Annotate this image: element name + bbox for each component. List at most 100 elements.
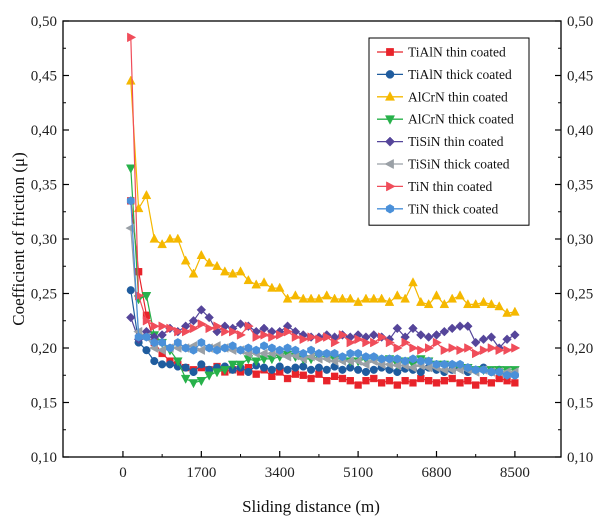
data-point	[195, 345, 205, 355]
data-point	[181, 363, 190, 372]
data-point	[252, 332, 262, 342]
data-point	[448, 343, 458, 353]
y-tick-label-left: 0,35	[31, 178, 57, 194]
data-point	[464, 343, 474, 353]
data-point	[338, 352, 347, 362]
data-point	[299, 348, 308, 358]
data-point	[511, 379, 519, 387]
data-point	[204, 257, 214, 267]
data-point	[352, 356, 362, 366]
data-point	[244, 367, 253, 377]
data-point	[165, 360, 175, 369]
data-point	[235, 266, 246, 276]
data-point	[447, 293, 457, 303]
data-point	[229, 326, 239, 337]
data-point	[448, 359, 457, 369]
data-point	[416, 356, 425, 366]
data-point	[417, 374, 425, 383]
data-point	[424, 356, 433, 366]
data-point	[268, 372, 276, 380]
data-point	[439, 298, 450, 309]
y-tick-label-right: 0,35	[567, 178, 593, 194]
data-point	[401, 337, 411, 348]
legend-label: TiSiN thick coated	[408, 157, 510, 172]
legend-label: TiSiN thin coated	[408, 134, 504, 149]
legend-marker	[385, 136, 395, 147]
legend-marker	[385, 70, 395, 79]
axes: 0,10 0,10 0,15 0,15 0,20 0,20 0,25 0,25 0,30 0,30…	[31, 14, 594, 481]
data-point	[337, 293, 348, 303]
data-point	[353, 296, 363, 306]
legend-marker	[386, 181, 396, 192]
data-point	[322, 348, 331, 358]
data-point	[244, 343, 253, 353]
data-point	[315, 348, 323, 358]
data-point	[235, 360, 246, 370]
y-tick-label-left: 0,10	[31, 450, 57, 466]
y-tick-label-left: 0,25	[31, 287, 57, 303]
x-tick-label: 1700	[186, 465, 216, 481]
data-point	[487, 343, 497, 353]
data-point	[385, 337, 395, 348]
data-point	[125, 164, 136, 174]
data-point	[432, 359, 441, 369]
legend-item: AlCrN thin coated	[377, 89, 508, 104]
y-tick-label-right: 0,10	[567, 450, 593, 466]
data-point	[141, 292, 152, 302]
data-point	[275, 362, 284, 371]
data-point	[362, 377, 370, 385]
data-point	[127, 32, 137, 43]
legend-label: AlCrN thick coated	[408, 112, 514, 127]
data-point	[330, 337, 341, 348]
data-point	[180, 374, 191, 384]
data-point	[330, 372, 339, 380]
data-point	[291, 370, 300, 378]
data-point	[252, 370, 260, 378]
data-point	[142, 315, 152, 326]
data-point	[330, 348, 339, 358]
data-point	[204, 371, 214, 381]
data-point	[126, 196, 135, 206]
data-point	[173, 357, 183, 367]
y-tick-label-right: 0,45	[567, 69, 593, 85]
data-point	[502, 334, 512, 345]
x-tick-label: 0	[119, 465, 127, 481]
data-point	[377, 379, 386, 387]
data-point	[205, 323, 215, 334]
data-point	[126, 286, 135, 295]
legend-item: TiSiN thin coated	[377, 134, 504, 149]
data-point	[134, 332, 143, 342]
data-point	[417, 345, 427, 355]
data-point	[314, 363, 323, 372]
data-point	[384, 296, 395, 306]
data-point	[408, 323, 418, 334]
data-point	[188, 379, 199, 389]
data-point	[478, 334, 489, 345]
x-tick-label: 5100	[343, 465, 373, 481]
data-point	[401, 356, 410, 366]
data-point	[503, 345, 513, 355]
data-point	[189, 367, 198, 377]
data-point	[290, 290, 301, 300]
data-point	[369, 365, 378, 374]
legend-item: TiN thick coated	[377, 201, 498, 216]
series-line	[130, 200, 516, 386]
data-point	[423, 332, 434, 342]
data-point	[329, 293, 340, 303]
y-tick-label-right: 0,30	[567, 232, 593, 248]
legend-box	[368, 37, 530, 226]
data-point	[158, 321, 168, 332]
data-point	[228, 341, 237, 351]
data-point	[370, 337, 380, 348]
legend-item: TiSiN thick coated	[377, 157, 510, 172]
data-point	[205, 343, 214, 353]
data-point	[511, 343, 521, 353]
series-alcrn-thin-coated	[125, 75, 520, 317]
data-point	[212, 368, 222, 378]
data-point	[456, 379, 464, 387]
data-point	[479, 345, 489, 355]
data-point	[455, 321, 465, 331]
data-point	[362, 337, 372, 348]
data-point	[283, 365, 292, 374]
y-tick-label-left: 0,20	[31, 341, 57, 357]
